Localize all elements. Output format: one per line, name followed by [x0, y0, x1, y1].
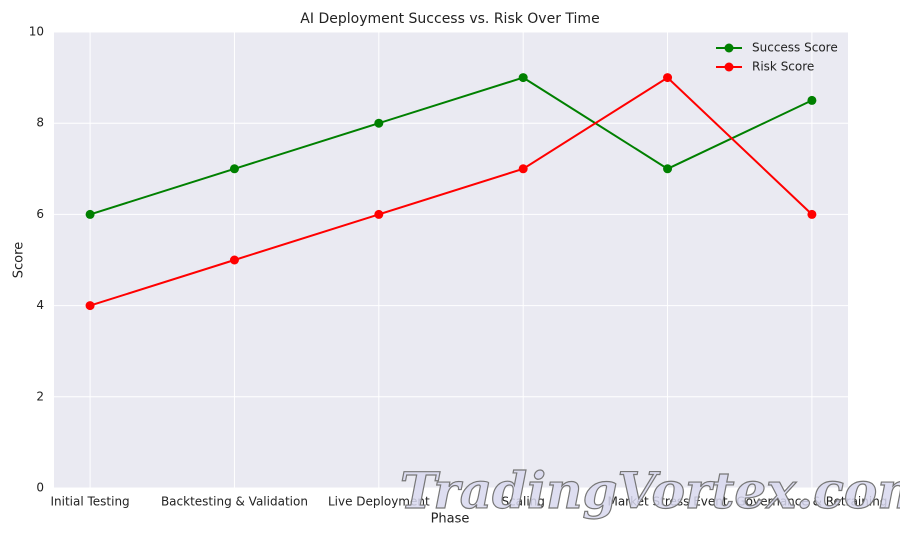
x-tick-label: Market Stress Event: [607, 495, 727, 509]
point: [663, 164, 673, 174]
point: [518, 73, 528, 83]
x-tick-label: Backtesting & Validation: [161, 495, 308, 509]
series-line: [89, 76, 813, 216]
y-axis-label: Score: [12, 242, 27, 278]
x-tick-label: Governance & Retraining: [736, 495, 887, 509]
legend-marker: [724, 62, 734, 72]
chart-title: AI Deployment Success vs. Risk Over Time: [300, 11, 599, 27]
point: [85, 209, 95, 219]
y-tick-label: 8: [36, 116, 44, 130]
x-tick-label: Initial Testing: [50, 495, 129, 509]
y-tick-label: 10: [29, 25, 44, 39]
point: [807, 95, 817, 105]
y-tick-label: 4: [36, 298, 44, 312]
watermark: TradingVortex.com: [400, 461, 900, 520]
y-tick-label: 2: [36, 389, 44, 403]
point: [229, 255, 239, 265]
legend-label: Risk Score: [752, 60, 814, 74]
point: [229, 164, 239, 174]
x-tick-label: Live Deployment: [328, 495, 430, 509]
point: [807, 209, 817, 219]
point: [663, 73, 673, 83]
y-tick-label: 0: [36, 481, 44, 495]
plot-area: [54, 32, 848, 488]
point: [374, 209, 384, 219]
point: [518, 164, 528, 174]
y-tick-label: 6: [36, 207, 44, 221]
legend-marker: [724, 43, 734, 53]
x-tick-label: Scaling: [501, 495, 544, 509]
series-line: [89, 76, 813, 307]
point: [374, 118, 384, 128]
x-axis-label: Phase: [431, 512, 470, 527]
point: [85, 301, 95, 311]
legend-label: Success Score: [752, 41, 838, 55]
